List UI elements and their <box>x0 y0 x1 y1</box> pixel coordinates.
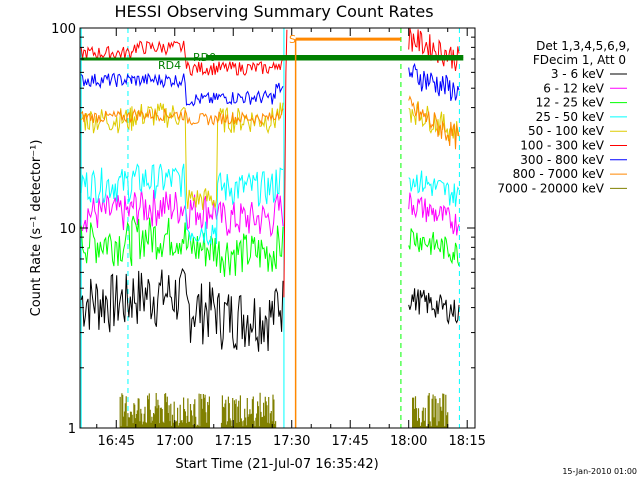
y-axis-label: Count Rate (s⁻¹ detector⁻¹) <box>29 140 44 317</box>
series-line <box>80 72 284 107</box>
series-line <box>80 267 284 352</box>
x-tick-label: 18:00 <box>390 434 427 449</box>
y-tick-label: 100 <box>51 22 76 37</box>
series-line <box>80 108 284 126</box>
series-line <box>80 188 284 238</box>
footer-date: 15-Jan-2010 01:00 <box>562 467 637 476</box>
flag-layer <box>81 37 464 428</box>
recovery-line <box>412 393 449 428</box>
recovery-line <box>408 95 460 150</box>
x-tick-label: 18:15 <box>448 434 485 449</box>
series-line <box>80 102 284 210</box>
recovery-line <box>408 288 460 325</box>
legend-entry-label: 25 - 50 keV <box>536 110 605 124</box>
series-line <box>80 163 284 246</box>
legend: Det 1,3,4,5,6,9, FDecim 1, Att 0 3 - 6 k… <box>497 39 630 195</box>
recovery-line <box>408 28 460 71</box>
legend-entry-label: 800 - 7000 keV <box>513 167 605 181</box>
x-tick-label: 17:45 <box>331 434 368 449</box>
y-tick-label: 10 <box>59 222 76 237</box>
annotation-rd0: RD0 <box>193 51 216 64</box>
x-tick-label: 17:00 <box>156 434 193 449</box>
flare-rise-line <box>283 29 288 298</box>
legend-entry-label: 7000 - 20000 keV <box>497 181 604 195</box>
x-axis-label: Start Time (21-Jul-07 16:35:42) <box>175 457 378 472</box>
plot-area <box>80 28 464 428</box>
recovery-line <box>408 170 460 207</box>
series-line <box>119 393 210 428</box>
recovery-line <box>408 192 460 236</box>
axis-tick-layer: 16:45 17:00 17:15 17:30 17:45 18:00 18:15 1 10 10… <box>51 22 486 449</box>
legend-entry-label: 300 - 800 keV <box>520 153 604 167</box>
legend-entry-label: 6 - 12 keV <box>543 81 605 95</box>
legend-entry-label: 3 - 6 keV <box>551 67 605 81</box>
y-tick-label: 1 <box>68 422 76 437</box>
x-tick-label: 17:15 <box>215 434 252 449</box>
recovery-line <box>408 62 460 101</box>
legend-header-1: Det 1,3,4,5,6,9, <box>536 39 630 53</box>
recovery-line <box>408 228 460 267</box>
annotation-rd4: RD4 <box>158 59 181 72</box>
legend-entry-label: 100 - 300 keV <box>520 139 604 153</box>
legend-header-2: FDecim 1, Att 0 <box>533 53 626 67</box>
annotation-s: S <box>289 33 296 46</box>
vertical-marker-layer <box>80 28 460 428</box>
chart-title: HESSI Observing Summary Count Rates <box>114 2 433 21</box>
series-line <box>80 215 284 277</box>
legend-entry-label: 50 - 100 keV <box>528 124 605 138</box>
x-tick-label: 17:30 <box>273 434 310 449</box>
x-tick-label: 16:45 <box>98 434 135 449</box>
legend-entry-label: 12 - 25 keV <box>536 96 605 110</box>
